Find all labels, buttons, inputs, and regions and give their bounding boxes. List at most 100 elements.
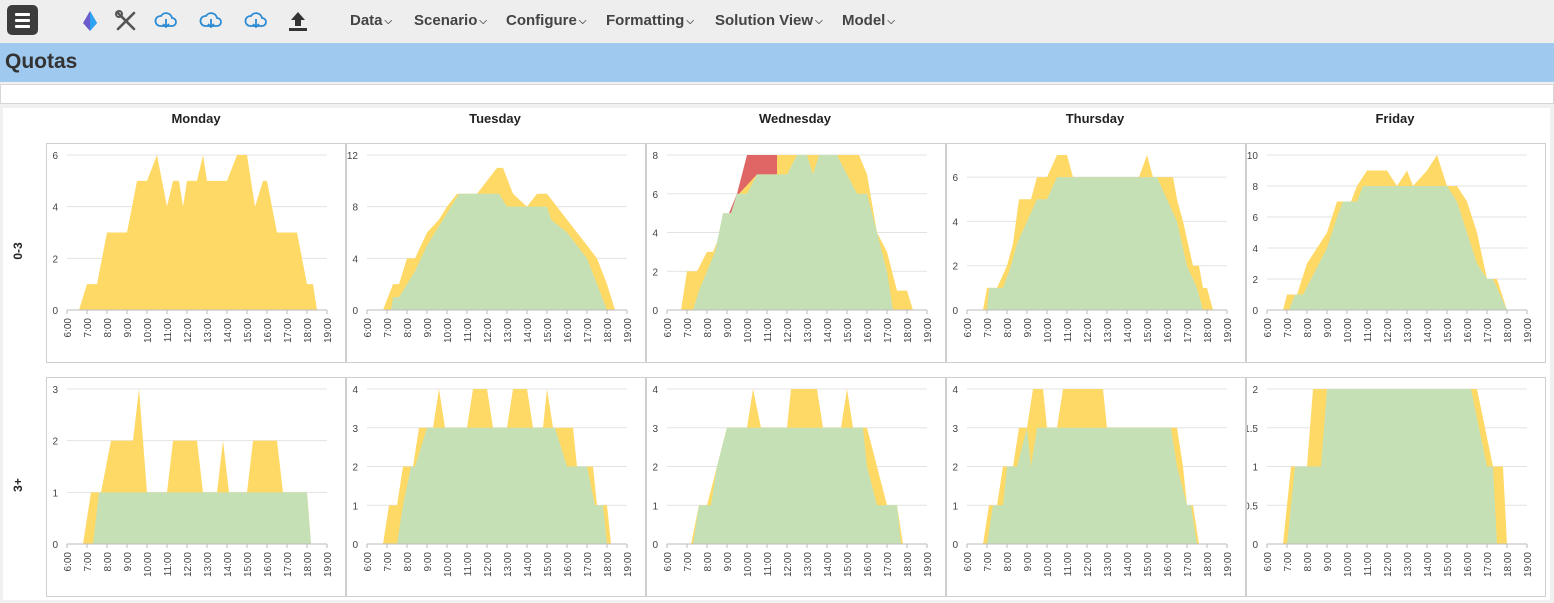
x-tick-label: 7:00 <box>683 552 694 572</box>
x-tick-label: 15:00 <box>543 552 554 577</box>
page-title-bar: Quotas <box>0 43 1554 82</box>
filter-bar[interactable] <box>0 84 1554 104</box>
menu-data-label: Data <box>350 12 383 29</box>
x-tick-label: 16:00 <box>1463 318 1474 343</box>
menu-formatting[interactable]: Formatting ⌵ <box>606 12 694 29</box>
y-tick-label: 2 <box>1252 275 1258 286</box>
tools-icon[interactable] <box>114 9 138 33</box>
chart-thursday-0-3[interactable]: 0 2 4 6 6:00 7:00 8:00 9:00 10:00 11:00 12:00 13:00… <box>946 143 1246 363</box>
x-tick-label: 15:00 <box>1143 552 1154 577</box>
x-tick-label: 17:00 <box>283 318 294 343</box>
x-tick-label: 10:00 <box>1043 318 1054 343</box>
chart-friday-3-plus[interactable]: 0 0.5 1 1.5 2 6:00 7:00 8:00 9:00 10:00 11:00 12:00… <box>1246 377 1546 597</box>
app-logo-icon[interactable] <box>78 9 102 33</box>
x-tick-label: 13:00 <box>1403 552 1414 577</box>
x-tick-label: 8:00 <box>703 552 714 572</box>
y-tick-label: 6 <box>52 151 58 162</box>
menu-icon[interactable] <box>7 5 38 35</box>
cloud-download-icon[interactable] <box>199 9 223 33</box>
y-tick-label: 4 <box>652 229 658 240</box>
x-tick-label: 10:00 <box>443 318 454 343</box>
top-toolbar: Data ⌵ Scenario ⌵ Configure ⌵ Formatting ⌵ S… <box>0 0 1554 42</box>
chart-friday-0-3[interactable]: 0 2 4 6 8 10 6:00 7:00 8:00 9:00 10:00 11:00 12:00 13… <box>1246 143 1546 363</box>
y-tick-label: 8 <box>1252 182 1258 193</box>
x-tick-label: 14:00 <box>523 318 534 343</box>
y-tick-label: 2 <box>652 267 658 278</box>
x-tick-label: 14:00 <box>823 318 834 343</box>
x-tick-label: 14:00 <box>1123 552 1134 577</box>
x-tick-label: 8:00 <box>403 318 414 338</box>
menu-model[interactable]: Model ⌵ <box>842 12 895 29</box>
x-tick-label: 7:00 <box>383 318 394 338</box>
scheduled-area <box>1287 389 1497 544</box>
x-tick-label: 9:00 <box>1323 318 1334 338</box>
y-tick-label: 3 <box>952 424 958 435</box>
x-tick-label: 11:00 <box>1363 318 1374 343</box>
x-tick-label: 19:00 <box>923 552 934 577</box>
y-tick-label: 1 <box>352 501 358 512</box>
x-tick-label: 9:00 <box>123 552 134 572</box>
column-header-friday: Friday <box>1375 111 1415 126</box>
menu-solution-view[interactable]: Solution View ⌵ <box>715 12 823 29</box>
x-tick-label: 9:00 <box>1323 552 1334 572</box>
x-tick-label: 12:00 <box>483 318 494 343</box>
x-tick-label: 8:00 <box>103 318 114 338</box>
x-tick-label: 12:00 <box>1083 552 1094 577</box>
menu-scenario[interactable]: Scenario ⌵ <box>414 12 487 29</box>
chart-svg: 0 1 2 3 4 6:00 7:00 8:00 9:00 10:00 11:00 12:00 13:0… <box>952 385 1234 577</box>
menu-data[interactable]: Data ⌵ <box>350 12 392 29</box>
chart-monday-0-3[interactable]: 0 2 4 6 6:00 7:00 8:00 9:00 10:00 11:00 12:00 13:00… <box>46 143 346 363</box>
x-tick-label: 7:00 <box>1283 318 1294 338</box>
chart-thursday-3-plus[interactable]: 0 1 2 3 4 6:00 7:00 8:00 9:00 10:00 11:00 12:00 13:0… <box>946 377 1246 597</box>
scheduled-area <box>693 427 901 544</box>
x-tick-label: 7:00 <box>1283 552 1294 572</box>
x-tick-label: 9:00 <box>423 318 434 338</box>
y-tick-label: 4 <box>952 217 958 228</box>
x-tick-label: 8:00 <box>1303 318 1314 338</box>
x-tick-label: 10:00 <box>143 318 154 343</box>
chevron-down-icon: ⌵ <box>686 16 694 27</box>
x-tick-label: 17:00 <box>883 552 894 577</box>
upload-icon[interactable] <box>286 9 310 33</box>
x-tick-label: 8:00 <box>703 318 714 338</box>
y-tick-label: 2 <box>52 437 58 448</box>
x-tick-label: 10:00 <box>743 552 754 577</box>
x-tick-label: 18:00 <box>603 318 614 343</box>
x-tick-label: 12:00 <box>483 552 494 577</box>
y-tick-label: 8 <box>352 203 358 214</box>
x-tick-label: 12:00 <box>1083 318 1094 343</box>
x-tick-label: 9:00 <box>1023 318 1034 338</box>
x-tick-label: 8:00 <box>1303 552 1314 572</box>
x-tick-label: 6:00 <box>63 552 74 572</box>
cloud-download-icon[interactable] <box>244 9 268 33</box>
x-tick-label: 15:00 <box>1443 318 1454 343</box>
x-tick-label: 17:00 <box>583 318 594 343</box>
x-tick-label: 16:00 <box>1163 552 1174 577</box>
y-tick-label: 4 <box>352 385 358 396</box>
chart-tuesday-0-3[interactable]: 0 4 8 12 6:00 7:00 8:00 9:00 10:00 11:00 12:00 13:0… <box>346 143 646 363</box>
chart-tuesday-3-plus[interactable]: 0 1 2 3 4 6:00 7:00 8:00 9:00 10:00 11:00 12:00 13:0… <box>346 377 646 597</box>
y-tick-label: 1.5 <box>1247 424 1258 435</box>
y-tick-label: 2 <box>652 463 658 474</box>
x-tick-label: 6:00 <box>663 552 674 572</box>
x-tick-label: 11:00 <box>1063 552 1074 577</box>
chevron-down-icon: ⌵ <box>578 16 587 27</box>
menu-configure[interactable]: Configure ⌵ <box>506 12 586 29</box>
x-tick-label: 7:00 <box>383 552 394 572</box>
x-tick-label: 19:00 <box>1523 318 1534 343</box>
cloud-download-icon[interactable] <box>154 9 178 33</box>
y-tick-label: 4 <box>952 385 958 396</box>
y-tick-label: 1 <box>952 501 958 512</box>
y-tick-label: 0 <box>1252 306 1258 317</box>
y-tick-label: 4 <box>1252 244 1258 255</box>
x-tick-label: 12:00 <box>183 552 194 577</box>
over-area <box>729 155 777 214</box>
chart-wednesday-3-plus[interactable]: 0 1 2 3 4 6:00 7:00 8:00 9:00 10:00 11:00 12:00 13:0… <box>646 377 946 597</box>
chart-wednesday-0-3[interactable]: 0 2 4 6 8 6:00 7:00 8:00 9:00 10:00 11:00 12:00 13:0… <box>646 143 946 363</box>
chart-monday-3-plus[interactable]: 0 1 2 3 6:00 7:00 8:00 9:00 10:00 11:00 12:00 13:00… <box>46 377 346 597</box>
x-tick-label: 9:00 <box>723 552 734 572</box>
y-tick-label: 6 <box>952 173 958 184</box>
x-tick-label: 14:00 <box>523 552 534 577</box>
x-tick-label: 11:00 <box>1063 318 1074 343</box>
x-tick-label: 12:00 <box>1383 552 1394 577</box>
